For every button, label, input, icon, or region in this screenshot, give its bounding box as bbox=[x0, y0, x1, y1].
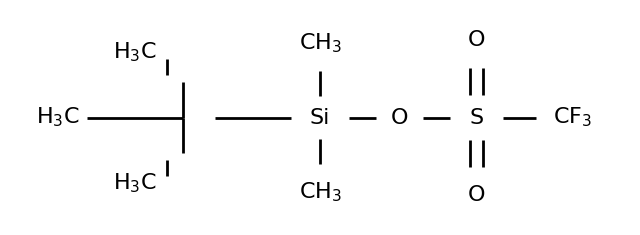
Text: CF$_3$: CF$_3$ bbox=[553, 106, 592, 129]
Text: O: O bbox=[391, 107, 408, 128]
Text: CH$_3$: CH$_3$ bbox=[298, 31, 342, 55]
Text: O: O bbox=[468, 184, 485, 205]
Text: H$_3$C: H$_3$C bbox=[36, 106, 80, 129]
Text: H$_3$C: H$_3$C bbox=[113, 171, 157, 195]
Text: Si: Si bbox=[310, 107, 330, 128]
Text: O: O bbox=[468, 30, 485, 51]
Text: S: S bbox=[469, 107, 484, 128]
Text: CH$_3$: CH$_3$ bbox=[298, 180, 342, 204]
Text: H$_3$C: H$_3$C bbox=[113, 40, 157, 64]
